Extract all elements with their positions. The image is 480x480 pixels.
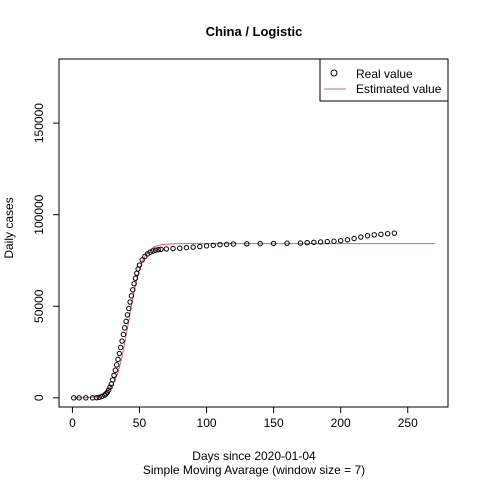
y-tick-label: 0 [32, 394, 46, 401]
data-point [257, 240, 263, 247]
data-point [190, 244, 196, 250]
data-point [364, 233, 371, 239]
data-point [83, 395, 89, 401]
data-point [128, 293, 135, 299]
x-tick-label: 150 [264, 416, 284, 430]
data-point [109, 377, 116, 383]
data-point [96, 394, 102, 400]
data-point [344, 237, 351, 243]
data-point [150, 248, 156, 254]
data-point [131, 281, 137, 287]
y-tick-label: 50000 [32, 289, 46, 323]
data-point [304, 240, 310, 246]
chart-title: China / Logistic [206, 24, 303, 39]
data-point [124, 312, 131, 318]
estimated-line [73, 243, 435, 399]
data-point [123, 318, 129, 324]
legend-box [319, 58, 449, 102]
data-point [331, 238, 337, 244]
data-point [351, 235, 357, 242]
data-point [115, 356, 121, 363]
data-point [183, 244, 190, 251]
data-point [378, 231, 384, 237]
data-point [317, 239, 324, 245]
data-point [244, 241, 250, 247]
data-point [107, 384, 113, 390]
data-point [311, 239, 317, 246]
data-point [358, 234, 364, 240]
legend-label-real: Real value [356, 67, 413, 81]
y-tick-label: 150000 [32, 103, 46, 143]
legend: Real value Estimated value [319, 58, 449, 102]
data-point [270, 240, 277, 247]
data-point [76, 395, 82, 401]
data-point [126, 305, 132, 312]
legend-label-estimated: Estimated value [356, 82, 442, 96]
x-tick-group: 0 50 100 150 200 250 [69, 407, 418, 430]
data-point [103, 391, 109, 397]
data-point [163, 246, 170, 252]
data-point [155, 246, 161, 253]
x-tick-label: 100 [197, 416, 217, 430]
data-point [113, 362, 120, 368]
data-point [127, 299, 133, 305]
data-point [337, 237, 344, 244]
data-point [297, 240, 304, 246]
data-point [324, 238, 330, 245]
data-point [170, 245, 176, 252]
data-point [217, 242, 223, 248]
data-point [132, 275, 139, 281]
chart-subtitle: Simple Moving Avarage (window size = 7) [143, 463, 365, 477]
data-point [101, 392, 108, 398]
data-point [223, 241, 230, 248]
data-point [284, 240, 290, 246]
data-point [152, 247, 159, 253]
data-point [139, 257, 145, 263]
x-tick-label: 0 [69, 416, 76, 430]
data-point [111, 372, 117, 379]
data-point [230, 241, 237, 247]
x-tick-label: 200 [331, 416, 351, 430]
data-point [99, 393, 105, 400]
y-tick-group: 0 50000 100000 150000 [32, 103, 59, 401]
data-point [210, 242, 216, 248]
data-point [105, 387, 112, 393]
data-point [71, 395, 77, 401]
plot-frame [58, 58, 449, 408]
y-axis-label: Daily cases [2, 197, 16, 258]
data-point [197, 243, 203, 250]
real-points [71, 230, 398, 401]
data-point [112, 367, 119, 373]
data-point [136, 262, 143, 268]
data-point [391, 230, 398, 236]
x-axis-label: Days since 2020-01-04 [192, 449, 316, 463]
legend-marker-real [330, 69, 338, 77]
data-point [122, 325, 128, 331]
data-point [144, 251, 151, 257]
data-point [130, 287, 136, 293]
data-point [203, 243, 210, 249]
x-tick-label: 50 [133, 416, 147, 430]
y-tick-label: 100000 [32, 194, 46, 234]
data-point [119, 338, 125, 344]
x-tick-label: 250 [398, 416, 418, 430]
data-point [93, 394, 100, 401]
data-point [158, 246, 164, 253]
data-point [384, 231, 391, 237]
data-point [147, 249, 153, 255]
data-point [118, 344, 124, 351]
data-point [120, 331, 127, 338]
data-point [371, 232, 377, 238]
data-point [116, 350, 123, 357]
data-point [177, 245, 183, 251]
